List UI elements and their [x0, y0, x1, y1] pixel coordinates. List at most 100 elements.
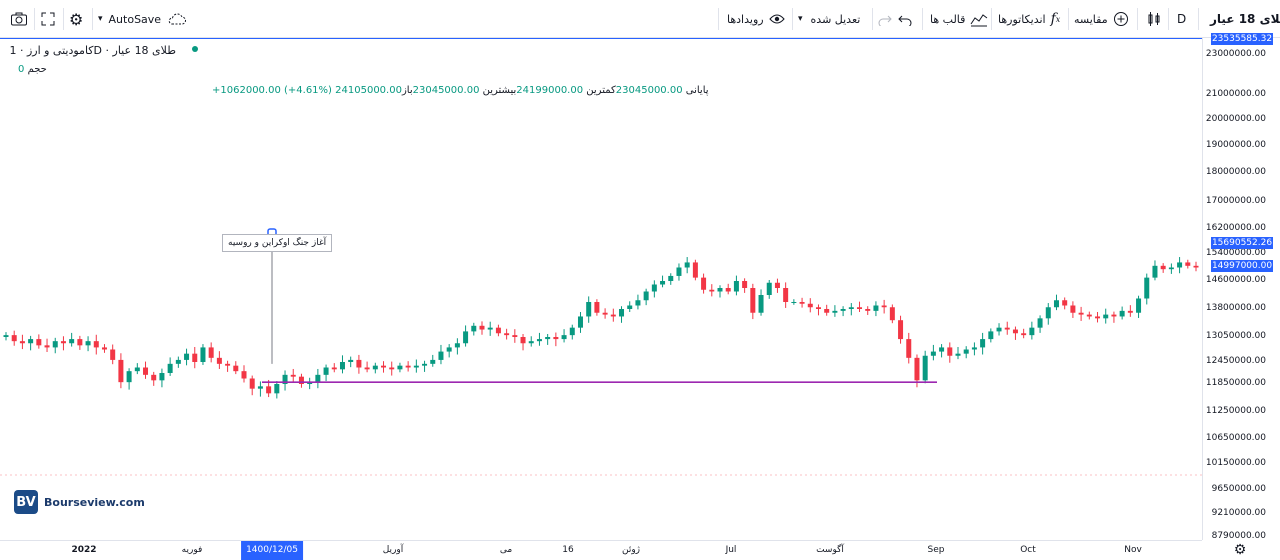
time-tick-label: 1400/12/05: [241, 541, 303, 560]
toolbar-divider: [991, 8, 992, 30]
candle-body: [405, 365, 411, 368]
candle-body: [504, 333, 510, 336]
candle-body: [36, 339, 42, 346]
candle-body: [1095, 316, 1101, 319]
candle-body: [1127, 310, 1133, 313]
candle-body: [824, 309, 830, 313]
price-tick-label: 9210000.00: [1211, 508, 1266, 518]
candle-body: [1160, 265, 1166, 270]
candle-body: [339, 362, 345, 370]
candle-body: [1037, 318, 1043, 328]
price-flag: 14997000.00: [1211, 260, 1273, 272]
templates-button[interactable]: قالب ها: [930, 0, 988, 38]
adjust-dropdown[interactable]: ▾ تعدیل شده: [798, 0, 860, 38]
candle-body: [881, 305, 887, 308]
candle-body: [282, 374, 288, 384]
high-value: 24199000.00: [516, 85, 584, 96]
time-tick-label: 16: [562, 545, 574, 555]
candle-body: [676, 267, 682, 276]
toolbar-divider: [1198, 8, 1199, 30]
candle-body: [438, 351, 444, 360]
toolbar-divider: [922, 8, 923, 30]
candle-body: [807, 303, 813, 308]
volume-label: حجم: [27, 64, 47, 75]
price-tick-label: 17000000.00: [1205, 196, 1266, 206]
toolbar-divider: [92, 8, 93, 30]
candle-body: [701, 277, 707, 290]
price-chart[interactable]: [0, 38, 1202, 540]
candle-body: [996, 327, 1002, 332]
undo-button[interactable]: [898, 0, 912, 38]
candle-body: [331, 367, 337, 370]
autosave-button[interactable]: ▾ AutoSave: [98, 0, 187, 38]
time-tick-label: Sep: [927, 545, 945, 555]
candle-body: [536, 339, 542, 342]
candle-body: [939, 347, 945, 352]
annotation-callout[interactable]: آغاز جنگ اوکراین و روسیه: [222, 234, 333, 252]
chevron-down-icon: ▾: [798, 14, 803, 24]
price-tick-label: 11850000.00: [1205, 378, 1266, 388]
compare-button[interactable]: مقایسه: [1074, 0, 1129, 38]
candle-body: [1168, 267, 1174, 270]
price-tick-label: 8790000.00: [1211, 531, 1266, 541]
candle-body: [594, 302, 600, 313]
candle-body: [783, 288, 789, 302]
candle-body: [290, 374, 296, 377]
toolbar-divider: [718, 8, 719, 30]
candle-body: [668, 275, 674, 281]
price-tick-label: 12450000.00: [1205, 356, 1266, 366]
candle-body: [348, 359, 354, 362]
candle-body: [110, 349, 116, 360]
interval-button[interactable]: D: [1177, 0, 1186, 38]
chart-type-button[interactable]: [1146, 0, 1162, 38]
candle-body: [1193, 265, 1199, 268]
candle-body: [873, 305, 879, 311]
screenshot-button[interactable]: [10, 0, 28, 38]
redo-button[interactable]: [878, 0, 892, 38]
candle-body: [922, 355, 928, 381]
candle-body: [1012, 329, 1018, 334]
candle-body: [1177, 262, 1183, 268]
candle-body: [898, 320, 904, 340]
change-value: +1062000.00 (+4.61%): [212, 85, 332, 96]
eye-icon: [768, 13, 785, 25]
candle-body: [1103, 314, 1109, 319]
settings-button[interactable]: ⚙: [69, 0, 83, 38]
price-tick-label: 16200000.00: [1205, 223, 1266, 233]
gear-icon: ⚙: [69, 9, 84, 29]
candle-body: [381, 365, 387, 368]
candle-body: [963, 349, 969, 354]
candle-body: [914, 357, 920, 381]
candle-body: [1004, 327, 1010, 330]
status-dot-icon: [191, 45, 199, 53]
candle-body: [397, 365, 403, 370]
candle-body: [561, 335, 567, 340]
toolbar-divider: [1068, 8, 1069, 30]
candle-body: [85, 341, 91, 346]
toolbar-divider: [872, 8, 873, 30]
price-tick-label: 11250000.00: [1205, 406, 1266, 416]
candle-body: [44, 345, 50, 348]
candle-body: [479, 325, 485, 330]
price-flag: 15690552.26: [1211, 237, 1273, 249]
candle-body: [471, 325, 477, 332]
time-tick-label: آگوست: [816, 545, 844, 555]
fullscreen-button[interactable]: [40, 0, 56, 38]
candle-body: [848, 307, 854, 309]
candle-body: [52, 341, 58, 348]
candle-body: [660, 281, 666, 285]
candle-body: [184, 353, 190, 360]
candle-body: [77, 339, 83, 346]
candle-body: [832, 310, 838, 313]
price-axis[interactable]: 23000000.00 21000000.00 20000000.00 1900000…: [1202, 33, 1280, 541]
toolbar-divider: [792, 8, 793, 30]
legend-title[interactable]: کامودیتی و ارز · 1D · طلای 18 عیار: [9, 44, 176, 57]
events-button[interactable]: رویدادها: [727, 0, 785, 38]
time-axis[interactable]: 2022 فوریه 1400/12/05 آوریل می 16 ژوئن Jul آگوست…: [0, 540, 1202, 560]
axis-settings-gear-icon[interactable]: ⚙: [1233, 542, 1247, 558]
symbol-search-button[interactable]: طلای 18 عیار: [1210, 0, 1280, 38]
toolbar-divider: [63, 8, 64, 30]
candle-body: [569, 327, 575, 336]
cloud-icon: [167, 12, 187, 26]
